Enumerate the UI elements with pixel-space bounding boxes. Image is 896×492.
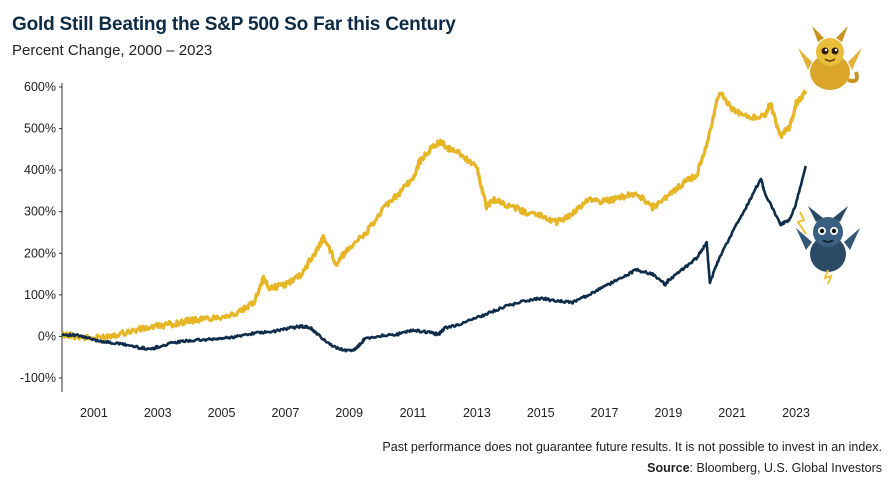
x-axis: 2001 2003 2005 2007 2009 2011 2013 2015 2017 2019… [80,406,810,420]
x-tick-label: 2005 [208,406,236,420]
chart-subtitle: Percent Change, 2000 – 2023 [12,42,213,59]
source-note: Source: Bloomberg, U.S. Global Investors [647,461,882,475]
x-tick-label: 2001 [80,406,108,420]
x-tick-label: 2023 [782,406,810,420]
gold-series-line [60,89,808,342]
x-tick-label: 2017 [591,406,619,420]
chart-title: Gold Still Beating the S&P 500 So Far th… [12,14,456,35]
x-tick-label: 2009 [335,406,363,420]
y-tick-label: 300% [24,205,56,219]
x-tick-label: 2021 [718,406,746,420]
x-tick-label: 2019 [654,406,682,420]
x-tick-label: 2011 [400,406,427,420]
source-text: : Bloomberg, U.S. Global Investors [689,461,882,475]
y-tick-label: 200% [24,246,56,260]
sp500-series-line [61,165,807,353]
y-tick-label: 600% [24,80,56,94]
y-tick-label: 100% [24,288,56,302]
plot-area [60,89,808,353]
y-axis: -100% 0% 100% 200% 300% 400% 500% 600% [20,80,63,392]
x-tick-label: 2013 [463,406,491,420]
y-tick-label: -100% [20,371,56,385]
blue-dragon-icon [796,206,860,285]
disclaimer-text: Past performance does not guarantee futu… [382,440,882,454]
x-tick-label: 2015 [527,406,555,420]
x-tick-label: 2007 [271,406,299,420]
y-tick-label: 0% [38,329,56,343]
gold-dragon-icon [798,26,862,90]
y-tick-label: 500% [24,122,56,136]
y-tick-label: 400% [24,163,56,177]
source-label: Source [647,461,690,475]
x-tick-label: 2003 [144,406,172,420]
